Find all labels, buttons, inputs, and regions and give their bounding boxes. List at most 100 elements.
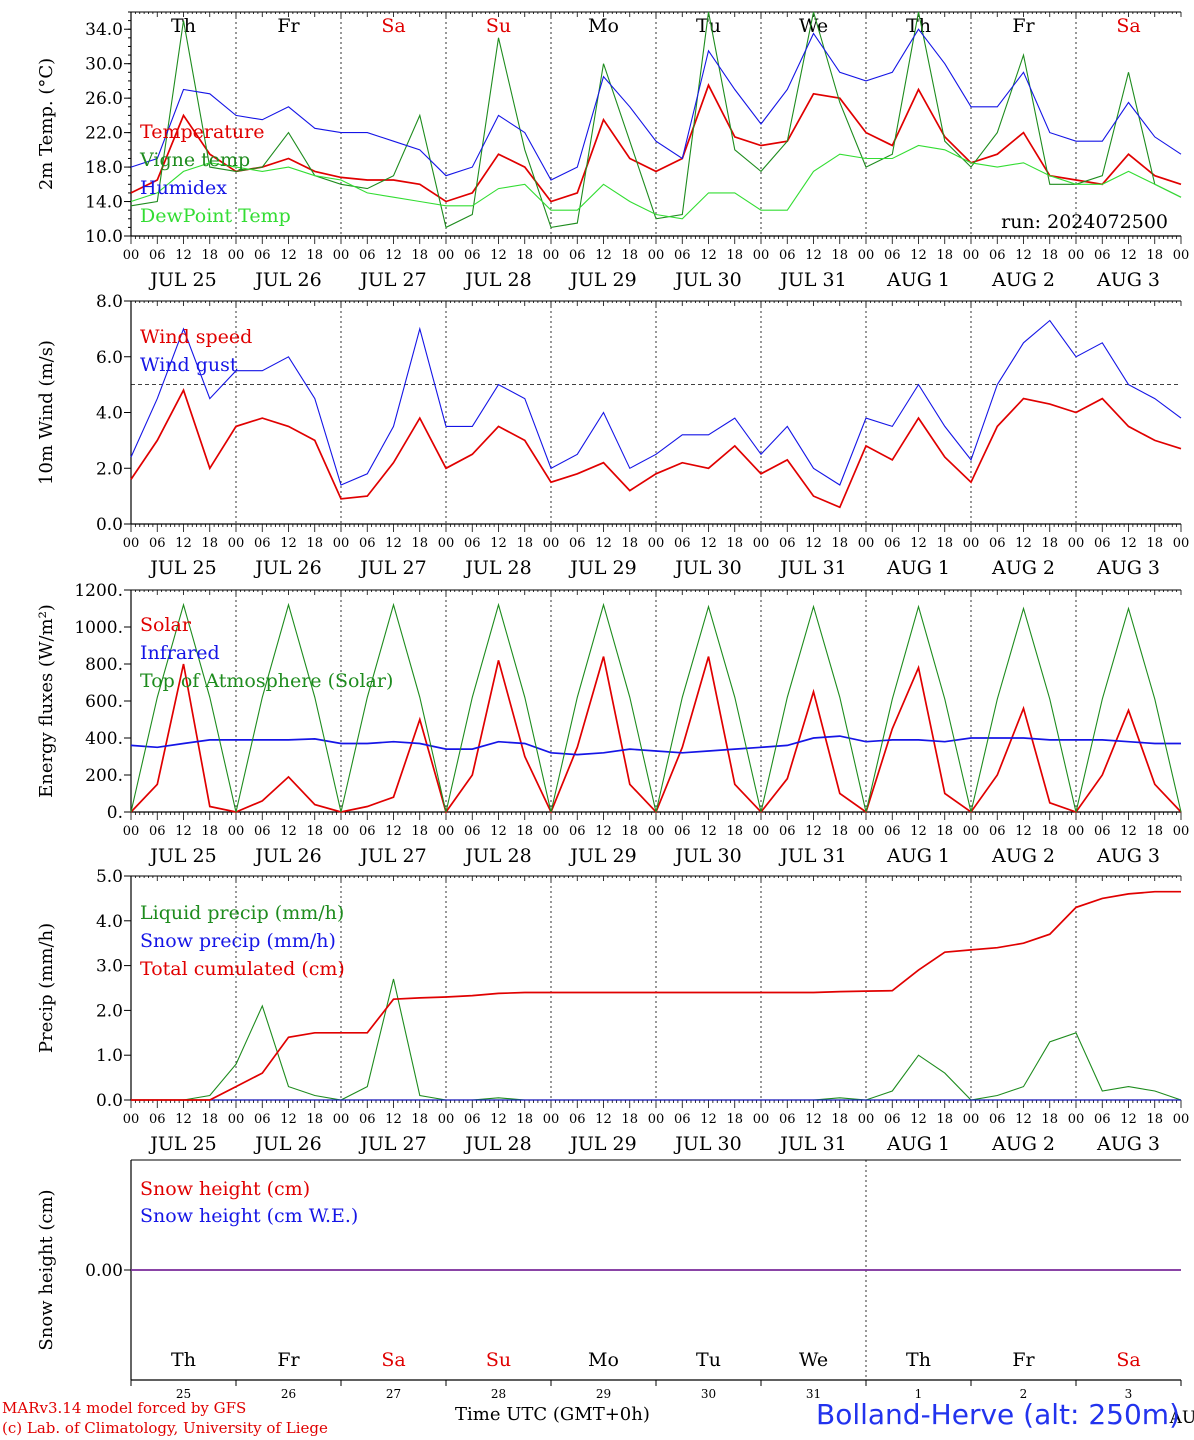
y-tick-label: 1200.	[74, 581, 123, 601]
hour-tick-label: 00	[1173, 1112, 1190, 1127]
hour-tick-label: 18	[726, 536, 743, 551]
hour-tick-label: 00	[1068, 824, 1085, 839]
y-tick-label: 8.0	[96, 292, 123, 312]
hour-tick-label: 18	[621, 824, 638, 839]
y-tick-label: 18.0	[85, 158, 123, 178]
hour-tick-label: 00	[648, 1112, 665, 1127]
hour-tick-label: 00	[858, 536, 875, 551]
hour-tick-label: 00	[1173, 824, 1190, 839]
hour-tick-label: 00	[858, 824, 875, 839]
hour-tick-label: 06	[254, 536, 271, 551]
day-number-label: 27	[386, 1387, 401, 1401]
date-label: JUL 30	[673, 557, 741, 579]
hour-tick-label: 00	[228, 824, 245, 839]
hour-tick-label: 18	[516, 536, 533, 551]
y-tick-label: 4.0	[96, 404, 123, 424]
hour-tick-label: 12	[175, 248, 192, 263]
hour-tick-label: 18	[516, 824, 533, 839]
hour-tick-label: 12	[175, 1112, 192, 1127]
weekday-label: We	[799, 1349, 828, 1371]
hour-tick-label: 00	[123, 248, 140, 263]
hour-tick-label: 06	[464, 248, 481, 263]
station-label: Bolland-Herve (alt: 250m)	[816, 1398, 1180, 1431]
hour-tick-label: 12	[1015, 536, 1032, 551]
date-label: JUL 26	[253, 557, 321, 579]
hour-tick-label: 06	[464, 1112, 481, 1127]
hour-tick-label: 06	[884, 536, 901, 551]
hour-tick-label: 06	[1094, 824, 1111, 839]
hour-tick-label: 18	[201, 248, 218, 263]
hour-tick-label: 12	[910, 248, 927, 263]
hour-tick-label: 18	[726, 824, 743, 839]
y-tick-label: 5.0	[96, 867, 123, 887]
hour-tick-label: 12	[175, 824, 192, 839]
hour-tick-label: 18	[831, 1112, 848, 1127]
y-tick-label: 600.	[85, 692, 123, 712]
hour-tick-label: 06	[779, 536, 796, 551]
date-label: JUL 29	[568, 269, 636, 291]
hour-tick-label: 12	[280, 536, 297, 551]
hour-tick-label: 12	[910, 824, 927, 839]
series-line-wind-gust	[130, 319, 1182, 486]
y-axis-label: Snow height (cm)	[36, 1189, 57, 1350]
date-label: JUL 29	[568, 845, 636, 867]
hour-tick-label: 18	[411, 248, 428, 263]
hour-tick-label: 18	[621, 1112, 638, 1127]
hour-tick-label: 18	[411, 1112, 428, 1127]
weekday-label: Th	[906, 1349, 931, 1371]
day-number-label: 31	[806, 1387, 821, 1401]
hour-tick-label: 06	[884, 1112, 901, 1127]
legend-entry: Temperature	[140, 121, 264, 143]
weekday-label: Th	[906, 15, 931, 37]
day-number-label: 3	[1125, 1387, 1133, 1401]
hour-tick-label: 00	[228, 1112, 245, 1127]
hour-tick-label: 06	[779, 824, 796, 839]
hour-tick-label: 18	[1041, 824, 1058, 839]
hour-tick-label: 00	[228, 536, 245, 551]
hour-tick-label: 00	[333, 536, 350, 551]
y-tick-label: 1000.	[74, 618, 123, 638]
hour-tick-label: 12	[805, 248, 822, 263]
y-axis-label: Energy fluxes (W/m²)	[36, 604, 57, 798]
hour-tick-label: 00	[1173, 248, 1190, 263]
weekday-label: Sa	[381, 1349, 405, 1371]
hour-tick-label: 12	[175, 536, 192, 551]
hour-tick-label: 18	[516, 1112, 533, 1127]
date-label: JUL 28	[463, 845, 531, 867]
hour-tick-label: 06	[254, 248, 271, 263]
y-axis-label: 10m Wind (m/s)	[36, 340, 57, 485]
series-line-wind-speed	[130, 388, 1182, 509]
hour-tick-label: 00	[648, 536, 665, 551]
hour-tick-label: 00	[438, 536, 455, 551]
hour-tick-label: 12	[595, 824, 612, 839]
hour-tick-label: 18	[621, 248, 638, 263]
day-number-label: 25	[176, 1387, 191, 1401]
legend-entry: Vigne temp	[139, 149, 250, 171]
hour-tick-label: 12	[1015, 824, 1032, 839]
date-label: JUL 30	[673, 269, 741, 291]
weekday-label: Tu	[696, 15, 721, 37]
hour-tick-label: 18	[411, 824, 428, 839]
hour-tick-label: 12	[1015, 248, 1032, 263]
hour-tick-label: 00	[648, 824, 665, 839]
weekday-label: Fr	[277, 15, 300, 37]
day-number-label: 28	[491, 1387, 506, 1401]
weekday-label: Su	[486, 15, 511, 37]
series-line-top-of-atmosphere-solar	[130, 602, 1182, 813]
hour-tick-label: 12	[1120, 824, 1137, 839]
day-number-label: 30	[701, 1387, 716, 1401]
weekday-label: Sa	[1116, 15, 1140, 37]
weekday-label: Sa	[1116, 1349, 1140, 1371]
hour-tick-label: 06	[569, 536, 586, 551]
legend-entry: Infrared	[140, 642, 220, 664]
hour-tick-label: 00	[753, 1112, 770, 1127]
date-label: AUG 3	[1096, 557, 1160, 579]
hour-tick-label: 12	[490, 248, 507, 263]
hour-tick-label: 12	[1120, 248, 1137, 263]
legend-entry: Snow height (cm W.E.)	[140, 1205, 358, 1227]
hour-tick-label: 12	[700, 248, 717, 263]
hour-tick-label: 00	[543, 536, 560, 551]
date-label: JUL 31	[778, 1133, 846, 1155]
hour-tick-label: 12	[1015, 1112, 1032, 1127]
